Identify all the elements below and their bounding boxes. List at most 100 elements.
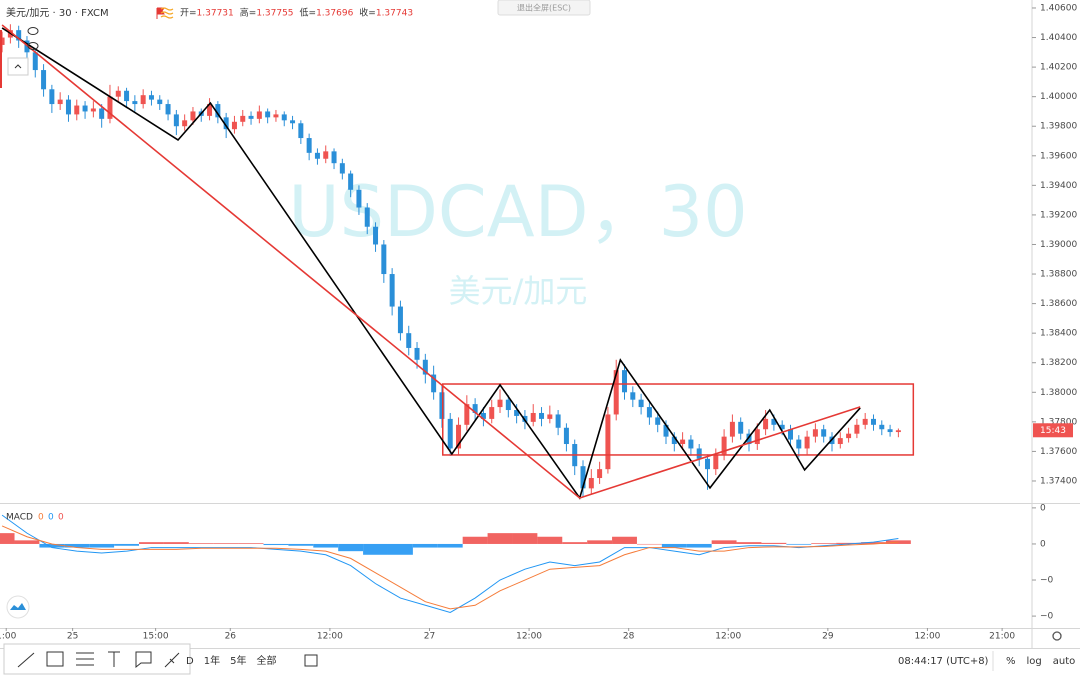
collapse-button[interactable] bbox=[7, 57, 29, 76]
macd-hist-bar bbox=[64, 543, 90, 548]
x-tick-label: 12:00 bbox=[516, 632, 542, 642]
candle-body bbox=[140, 95, 146, 105]
candle-body bbox=[588, 478, 594, 489]
macd-y-tick-label: 0 bbox=[1040, 539, 1046, 549]
eye-icon[interactable] bbox=[27, 42, 39, 50]
candle-body bbox=[630, 392, 636, 400]
candle-body bbox=[895, 430, 901, 433]
exit-fullscreen-button[interactable] bbox=[497, 0, 591, 16]
candle-body bbox=[787, 429, 793, 440]
logo-button[interactable] bbox=[6, 595, 30, 619]
axes: 1.40600 1.40400 1.40200 1.40000 1.39800 1.396… bbox=[0, 0, 1080, 649]
price-tag bbox=[1033, 423, 1073, 438]
candle-body bbox=[24, 40, 30, 53]
candle-body bbox=[846, 433, 852, 439]
candle-body bbox=[82, 105, 88, 112]
candle-body bbox=[49, 89, 55, 105]
candle-body bbox=[107, 96, 113, 119]
ohlc-readout: 开= 1.37731 高= 1.37755 低= 1.37696 收= 1.37743 bbox=[180, 7, 413, 19]
range-button[interactable]: 5年 bbox=[230, 654, 246, 667]
macd-hist-bar bbox=[387, 543, 413, 555]
candle-body bbox=[16, 30, 22, 41]
candle-body bbox=[90, 108, 96, 112]
candle-body bbox=[148, 95, 154, 100]
comment-tool[interactable] bbox=[135, 651, 152, 669]
x-tick-label: 12:00 bbox=[715, 632, 741, 642]
text-tool[interactable] bbox=[108, 651, 120, 667]
candle-body bbox=[406, 333, 412, 348]
candle-body bbox=[605, 414, 611, 470]
candle-body bbox=[796, 439, 802, 449]
trendline-tool[interactable] bbox=[17, 652, 35, 668]
candle-body bbox=[530, 412, 536, 422]
candle-body bbox=[663, 424, 669, 437]
candle-body bbox=[771, 418, 777, 425]
macd-hist-bar bbox=[537, 536, 563, 544]
macd-hist-bar bbox=[512, 533, 538, 544]
macd-hist-bar bbox=[612, 536, 637, 544]
y-tick-label: 1.39800 bbox=[1040, 122, 1077, 132]
y-tick-label: 1.37800 bbox=[1040, 417, 1077, 427]
candle-body bbox=[431, 374, 437, 393]
macd-title: MACD bbox=[6, 513, 33, 523]
candle-body bbox=[497, 399, 503, 408]
candle-body bbox=[489, 407, 495, 419]
exit-fullscreen-label[interactable]: 退出全屏(ESC) bbox=[517, 3, 571, 13]
candle-body bbox=[381, 244, 387, 275]
macd-hist-bar bbox=[114, 543, 140, 546]
x-tick-label: 12:00 bbox=[317, 632, 343, 642]
candle-body bbox=[539, 412, 545, 419]
axis-option[interactable]: log bbox=[1027, 656, 1042, 667]
candle-body bbox=[373, 226, 379, 245]
y-tick-label: 1.38800 bbox=[1040, 270, 1077, 280]
range-button[interactable]: 1年 bbox=[204, 654, 220, 667]
y-tick-label: 1.37400 bbox=[1040, 476, 1077, 486]
candle-body bbox=[99, 108, 105, 119]
candle-body bbox=[265, 111, 271, 118]
brush-tool[interactable] bbox=[164, 652, 180, 668]
macd-hist-bar bbox=[861, 542, 886, 544]
countdown: 15:43 bbox=[1040, 426, 1066, 436]
axis-option[interactable]: auto bbox=[1053, 656, 1076, 667]
rectangle-tool[interactable] bbox=[46, 651, 64, 667]
y-tick-label: 1.38200 bbox=[1040, 358, 1077, 368]
candle-body bbox=[505, 399, 511, 411]
candle-body bbox=[57, 99, 63, 105]
macd-line bbox=[1, 525, 899, 610]
candle-body bbox=[281, 114, 287, 121]
compare-icon[interactable] bbox=[160, 7, 174, 19]
candle-body bbox=[887, 429, 893, 433]
y-tick-label: 1.38600 bbox=[1040, 299, 1077, 309]
candle-body bbox=[65, 99, 71, 115]
fib-tool[interactable] bbox=[76, 652, 94, 666]
macd-y-tick-label: −0 bbox=[1040, 576, 1054, 586]
x-tick-label: 21:00 bbox=[989, 632, 1015, 642]
y-tick-label: 1.37600 bbox=[1040, 447, 1077, 457]
macd-pane bbox=[0, 514, 911, 614]
collapse-icon bbox=[14, 64, 22, 69]
candle-body bbox=[696, 448, 702, 459]
macd-readout-value: 0 bbox=[38, 513, 44, 523]
ohlc-prefix: 开= bbox=[180, 8, 197, 19]
y-tick-label: 1.39600 bbox=[1040, 151, 1077, 161]
candle-body bbox=[638, 399, 644, 408]
range-button[interactable]: 全部 bbox=[256, 654, 276, 667]
macd-y-tick-label: −0 bbox=[1040, 612, 1054, 622]
candle-body bbox=[314, 152, 320, 159]
candle-body bbox=[646, 407, 652, 418]
candle-body bbox=[713, 454, 719, 470]
macd-line bbox=[1, 514, 899, 614]
candle-body bbox=[721, 436, 727, 455]
candle-body bbox=[74, 105, 80, 115]
eye-icon[interactable] bbox=[27, 27, 39, 35]
range-buttons: D 1年 5年 全部 bbox=[186, 654, 276, 667]
macd-hist-bar bbox=[587, 540, 613, 544]
x-tick-label: 26 bbox=[225, 632, 237, 642]
axis-option[interactable]: % bbox=[1006, 656, 1016, 667]
side-marker bbox=[0, 30, 2, 88]
candle-body bbox=[190, 111, 196, 121]
settings-icon[interactable] bbox=[1052, 631, 1062, 641]
range-button[interactable]: D bbox=[186, 656, 194, 667]
candle-body bbox=[804, 436, 810, 449]
calendar-icon[interactable] bbox=[304, 654, 318, 667]
